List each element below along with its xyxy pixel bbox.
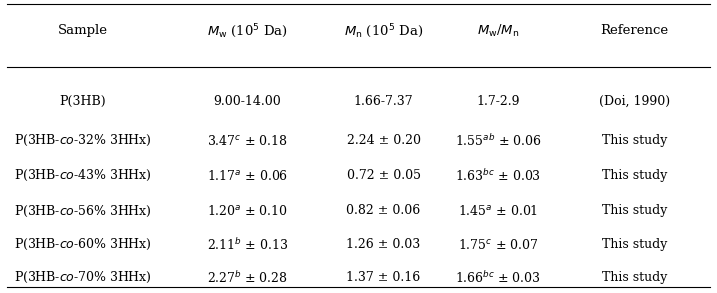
Text: 2.11$^{b}$ $\pm$ 0.13: 2.11$^{b}$ $\pm$ 0.13 (206, 237, 288, 253)
Text: P(3HB-$\it{co}$-32% 3HHx): P(3HB-$\it{co}$-32% 3HHx) (14, 133, 152, 148)
Text: 1.17$^{a}$ $\pm$ 0.06: 1.17$^{a}$ $\pm$ 0.06 (206, 169, 288, 183)
Text: 2.24 ± 0.20: 2.24 ± 0.20 (346, 134, 421, 147)
Text: 0.72 ± 0.05: 0.72 ± 0.05 (346, 169, 421, 182)
Text: 9.00-14.00: 9.00-14.00 (214, 95, 281, 108)
Text: P(3HB): P(3HB) (59, 95, 106, 108)
Text: 1.37 ± 0.16: 1.37 ± 0.16 (346, 271, 421, 284)
Text: 1.45$^{a}$ $\pm$ 0.01: 1.45$^{a}$ $\pm$ 0.01 (458, 204, 538, 218)
Text: $M_{\rm w}$/$M_{\rm n}$: $M_{\rm w}$/$M_{\rm n}$ (477, 23, 520, 39)
Text: This study: This study (602, 205, 668, 217)
Text: 1.66$^{bc}$ $\pm$ 0.03: 1.66$^{bc}$ $\pm$ 0.03 (455, 270, 541, 286)
Text: This study: This study (602, 238, 668, 251)
Text: 1.55$^{ab}$ $\pm$ 0.06: 1.55$^{ab}$ $\pm$ 0.06 (455, 133, 541, 149)
Text: This study: This study (602, 134, 668, 147)
Text: P(3HB-$\it{co}$-60% 3HHx): P(3HB-$\it{co}$-60% 3HHx) (14, 237, 152, 252)
Text: 1.26 ± 0.03: 1.26 ± 0.03 (346, 238, 421, 251)
Text: 1.7-2.9: 1.7-2.9 (477, 95, 520, 108)
Text: This study: This study (602, 169, 668, 182)
Text: P(3HB-$\it{co}$-56% 3HHx): P(3HB-$\it{co}$-56% 3HHx) (14, 203, 152, 219)
Text: This study: This study (602, 271, 668, 284)
Text: (Doi, 1990): (Doi, 1990) (599, 95, 670, 108)
Text: 1.20$^{a}$ $\pm$ 0.10: 1.20$^{a}$ $\pm$ 0.10 (207, 204, 288, 218)
Text: 1.66-7.37: 1.66-7.37 (353, 95, 414, 108)
Text: P(3HB-$\it{co}$-70% 3HHx): P(3HB-$\it{co}$-70% 3HHx) (14, 270, 152, 285)
Text: $M_{\rm n}$ (10$^{5}$ Da): $M_{\rm n}$ (10$^{5}$ Da) (344, 22, 423, 40)
Text: Sample: Sample (57, 24, 108, 37)
Text: P(3HB-$\it{co}$-43% 3HHx): P(3HB-$\it{co}$-43% 3HHx) (14, 168, 152, 183)
Text: 0.82 ± 0.06: 0.82 ± 0.06 (346, 205, 421, 217)
Text: 1.63$^{bc}$ $\pm$ 0.03: 1.63$^{bc}$ $\pm$ 0.03 (455, 168, 541, 184)
Text: $M_{\rm w}$ (10$^{5}$ Da): $M_{\rm w}$ (10$^{5}$ Da) (207, 22, 288, 40)
Text: 3.47$^{c}$ $\pm$ 0.18: 3.47$^{c}$ $\pm$ 0.18 (207, 134, 288, 148)
Text: 2.27$^{b}$ $\pm$ 0.28: 2.27$^{b}$ $\pm$ 0.28 (207, 270, 288, 286)
Text: 1.75$^{c}$ $\pm$ 0.07: 1.75$^{c}$ $\pm$ 0.07 (458, 238, 538, 252)
Text: Reference: Reference (600, 24, 669, 37)
